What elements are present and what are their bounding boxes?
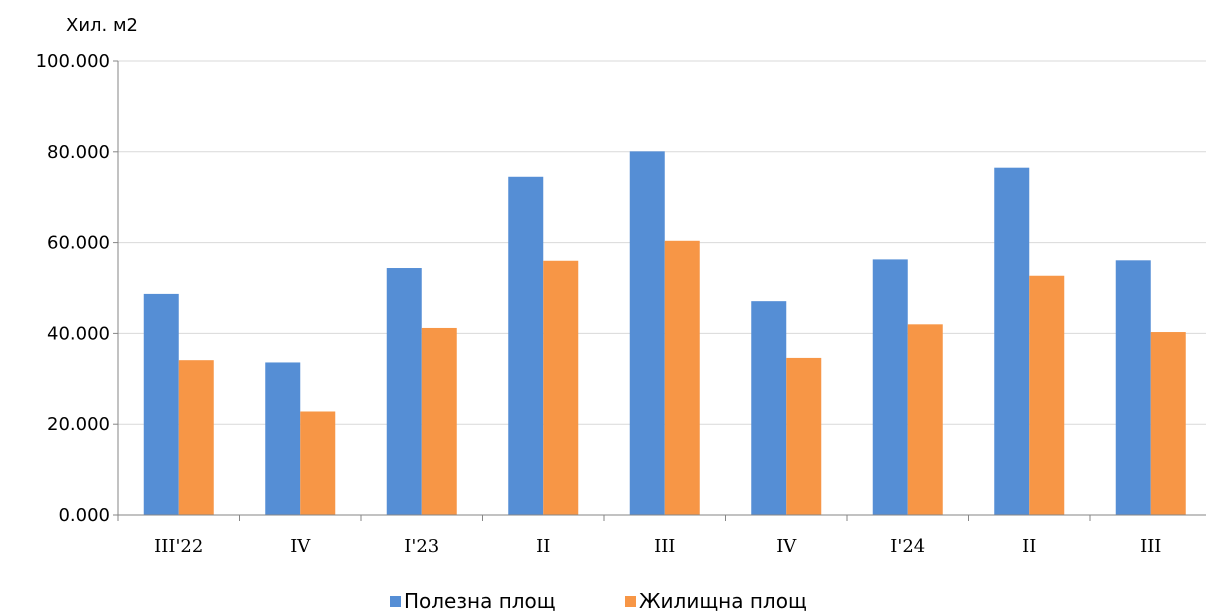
bar-zhilishtna — [543, 260, 579, 515]
y-axis-unit-label: Хил. м2 — [66, 15, 138, 36]
x-tick-label: III — [654, 536, 675, 557]
legend-swatch — [390, 596, 401, 607]
legend-label: Полезна площ — [404, 589, 556, 612]
bar-zhilishtna — [421, 327, 457, 515]
y-axis-ticks: 0.000 20.000 40.000 60.000 80.000 100.000 — [36, 51, 118, 526]
bar-polezna — [629, 151, 665, 515]
bar-zhilishtna — [1150, 332, 1186, 515]
x-tick-label: III — [1140, 536, 1161, 557]
bar-polezna — [1115, 260, 1151, 515]
axes — [117, 61, 1206, 516]
bar-polezna — [265, 362, 301, 515]
bar-polezna — [386, 268, 422, 515]
y-tick-label: 40.000 — [47, 323, 110, 344]
bar-polezna — [872, 259, 908, 515]
x-tick-label: I'24 — [890, 536, 925, 557]
y-tick-label: 80.000 — [47, 142, 110, 163]
y-tick-label: 100.000 — [36, 51, 110, 72]
x-tick-label: IV — [290, 536, 311, 557]
bar-polezna — [143, 293, 179, 515]
x-tick-label: II — [536, 536, 550, 557]
bar-zhilishtna — [300, 411, 336, 515]
bar-polezna — [994, 167, 1030, 515]
y-tick-label: 0.000 — [58, 505, 110, 526]
bar-zhilishtna — [786, 357, 822, 515]
bar-zhilishtna — [1029, 275, 1065, 515]
bar-polezna — [508, 176, 544, 515]
legend-label: Жилищна площ — [639, 589, 807, 612]
bars — [143, 151, 1186, 515]
bar-zhilishtna — [907, 324, 943, 515]
y-tick-label: 20.000 — [47, 414, 110, 435]
x-tick-label: II — [1022, 536, 1036, 557]
x-tick-label: IV — [776, 536, 797, 557]
x-axis-ticks: III'22 IV I'23 II III IV I'24 II III — [117, 515, 1161, 557]
y-tick-label: 60.000 — [47, 233, 110, 254]
x-tick-label: III'22 — [154, 536, 203, 557]
legend: Полезна площ Жилищна площ — [390, 589, 807, 612]
bar-polezna — [751, 301, 787, 515]
bar-zhilishtna — [178, 360, 214, 515]
bar-zhilishtna — [664, 240, 700, 515]
legend-swatch — [625, 596, 636, 607]
x-tick-label: I'23 — [404, 536, 439, 557]
